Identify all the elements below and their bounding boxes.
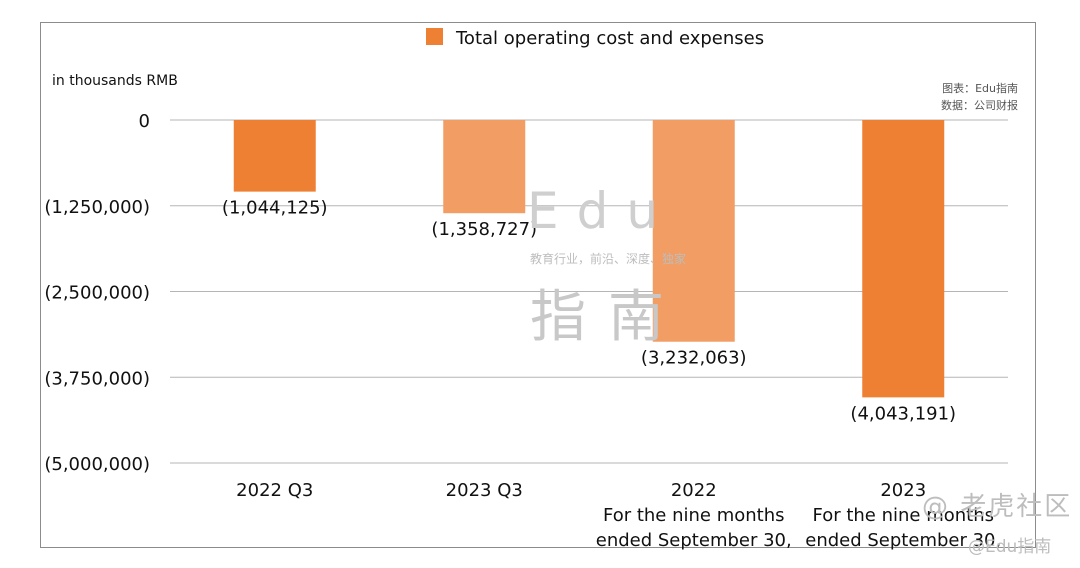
bar	[233, 120, 316, 192]
x-tick-label: For the nine months	[603, 505, 785, 526]
legend-swatch	[426, 28, 443, 45]
data-source-note: 数据：公司财报	[941, 99, 1018, 112]
bar	[652, 120, 735, 342]
data-label: (3,232,063)	[641, 348, 747, 369]
bar	[443, 120, 526, 214]
y-tick-label: (3,750,000)	[44, 368, 150, 389]
data-label: (4,043,191)	[850, 403, 956, 424]
x-tick-label: 2023	[880, 480, 926, 501]
x-tick-label: For the nine months	[812, 505, 994, 526]
y-tick-label: (5,000,000)	[44, 454, 150, 475]
y-tick-label: (1,250,000)	[44, 197, 150, 218]
x-tick-label: 2022	[671, 480, 717, 501]
data-label: (1,358,727)	[431, 219, 537, 240]
x-tick-label: 2022 Q3	[236, 480, 313, 501]
x-tick-label: ended September 30,	[805, 530, 1001, 551]
watermark-brand: Edu	[527, 182, 677, 240]
watermark-community: @ 老虎社区	[922, 492, 1073, 522]
data-label: (1,044,125)	[222, 198, 328, 219]
y-tick-label: 0	[139, 111, 150, 132]
chart-credit-note: 图表：Edu指南	[942, 82, 1018, 95]
x-tick-label: ended September 30,	[596, 530, 792, 551]
watermark-brand-zh: 指南	[530, 285, 686, 350]
chart-frame	[40, 22, 1036, 548]
y-tick-label: (2,500,000)	[44, 283, 150, 304]
legend-label: Total operating cost and expenses	[455, 28, 764, 49]
x-tick-label: 2023 Q3	[446, 480, 523, 501]
y-axis-unit-label: in thousands RMB	[52, 73, 178, 89]
watermark-account: @Edu指南	[968, 537, 1052, 557]
bar	[862, 120, 945, 398]
watermark-tagline: 教育行业，前沿、深度、独家	[530, 252, 687, 266]
